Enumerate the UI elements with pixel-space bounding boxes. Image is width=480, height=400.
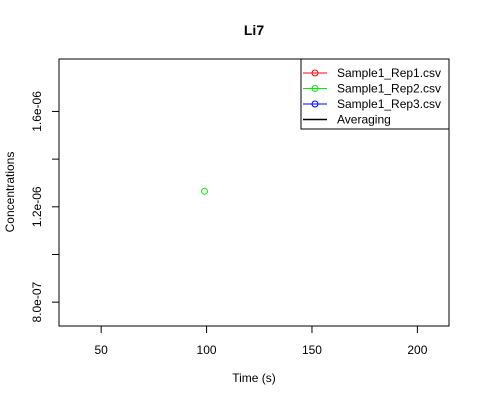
legend-label: Sample1_Rep2.csv [337,82,441,96]
y-tick-label: 8.0e-07 [30,281,44,322]
y-axis: 8.0e-07 1.2e-06 1.6e-06 [30,91,59,323]
legend-label: Sample1_Rep1.csv [337,66,441,80]
chart-title: Li7 [244,22,264,38]
legend-box [300,58,450,130]
data-point [200,187,208,195]
x-tick-label: 200 [407,343,427,357]
y-tick-label: 1.6e-06 [30,91,44,132]
data-points [200,187,208,195]
y-tick-label: 1.2e-06 [30,186,44,227]
plot-area-frame [58,58,450,327]
x-axis: 50 100 150 200 [94,326,428,357]
legend-marker [311,100,319,108]
x-tick-label: 150 [302,343,322,357]
legend: Sample1_Rep1.csv Sample1_Rep2.csvSample1_… [300,58,450,130]
x-tick-label: 50 [94,343,108,357]
x-tick-label: 100 [197,343,217,357]
legend-label: Averaging [337,113,391,127]
legend-label: Sample1_Rep3.csv [337,97,441,111]
legend-marker [311,69,319,77]
legend-marker [311,85,319,92]
y-axis-title: Concentrations [3,152,17,233]
x-axis-title: Time (s) [232,371,276,385]
